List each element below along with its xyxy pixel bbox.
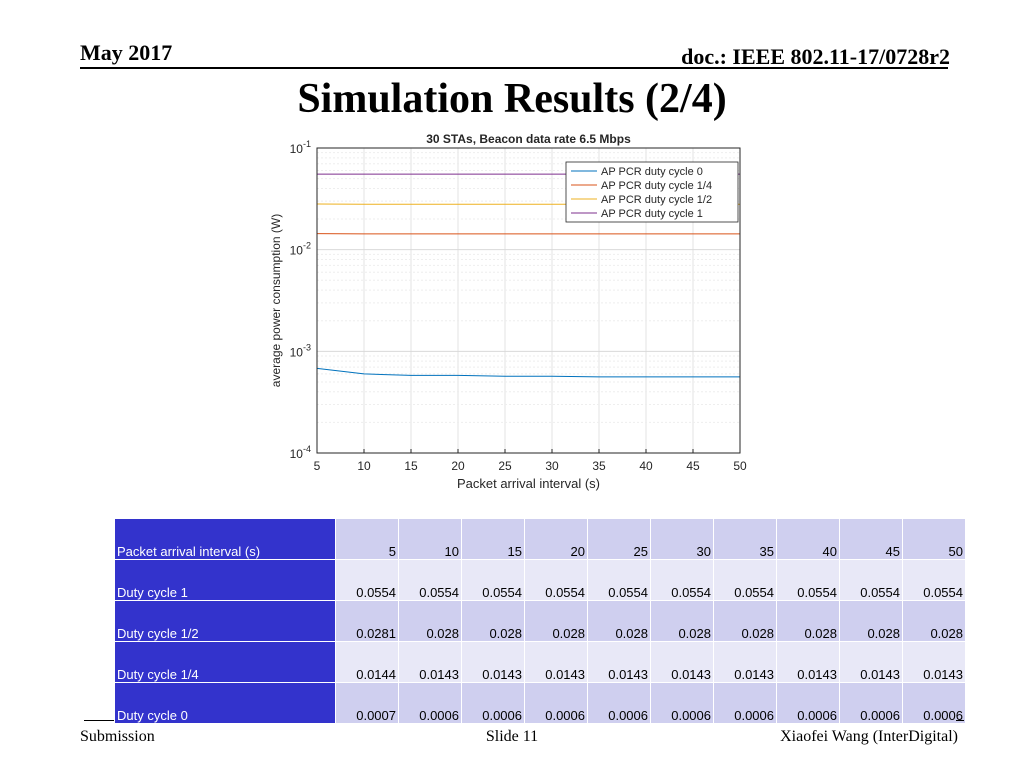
x-tick-label: 45 (686, 459, 700, 473)
table-cell: 0.0554 (776, 559, 840, 601)
table-cell: 0.0143 (713, 641, 777, 683)
legend-box (565, 161, 739, 223)
table-cell: 0.0554 (650, 559, 714, 601)
table-cell: 20 (524, 518, 588, 560)
table-cell: 0.0007 (335, 682, 399, 724)
table-cell: 0.028 (713, 600, 777, 642)
legend-label-0: AP PCR duty cycle 0 (601, 166, 703, 178)
row-header: Duty cycle 1 (114, 559, 336, 601)
table-cell: 0.0006 (587, 682, 651, 724)
table-cell: 0.0006 (461, 682, 525, 724)
table-cell: 0.0554 (398, 559, 462, 601)
table-row: Duty cycle 1/2 0.0281 0.028 0.028 0.028 0.028… (114, 600, 966, 642)
footer-rule-left (84, 720, 114, 721)
row-header: Duty cycle 1/2 (114, 600, 336, 642)
table-cell: 0.0143 (650, 641, 714, 683)
table-cell: 0.028 (776, 600, 840, 642)
table-cell: 40 (776, 518, 840, 560)
slide-title: Simulation Results (2/4) (297, 76, 727, 122)
table-cell: 0.0006 (776, 682, 840, 724)
table-cell: 5 (335, 518, 399, 560)
table-cell: 0.0006 (902, 682, 966, 724)
y-tick-label: 10-1 (290, 139, 311, 156)
table-row: Duty cycle 1/4 0.0144 0.0143 0.0143 0.0143 0.… (114, 641, 966, 683)
table-cell: 0.028 (461, 600, 525, 642)
table-cell: 45 (839, 518, 903, 560)
table-cell: 50 (902, 518, 966, 560)
table-cell: 0.028 (902, 600, 966, 642)
table-cell: 0.0281 (335, 600, 399, 642)
table-cell: 0.0006 (839, 682, 903, 724)
table-cell: 0.0554 (713, 559, 777, 601)
table-row: Duty cycle 0 0.0007 0.0006 0.0006 0.0006 0.00… (114, 682, 966, 724)
series-line-0 (316, 367, 740, 378)
axes-box (316, 147, 741, 454)
table-cell: 0.0006 (650, 682, 714, 724)
y-tick-label: 10-3 (290, 342, 311, 359)
table-cell: 0.0554 (335, 559, 399, 601)
table-cell: 0.0554 (524, 559, 588, 601)
y-tick-label: 10-4 (290, 444, 311, 461)
table-cell: 0.0144 (335, 641, 399, 683)
x-tick-label: 10 (357, 459, 371, 473)
x-tick-label: 40 (639, 459, 653, 473)
footer-slide-number: Slide 11 (485, 728, 539, 745)
power-consumption-chart: 5 10 15 20 25 30 35 40 45 50 10-4 10-3 10-2 10-1 30 ST… (269, 132, 747, 491)
results-table: Packet arrival interval (s) 5 10 15 20 25 30 35… (114, 518, 966, 724)
table-cell: 0.0006 (524, 682, 588, 724)
table-row: Packet arrival interval (s) 5 10 15 20 25 30 35… (114, 518, 966, 560)
row-header: Duty cycle 0 (114, 682, 336, 724)
table-cell: 10 (398, 518, 462, 560)
table-cell: 0.0143 (839, 641, 903, 683)
header-doc-id: doc.: IEEE 802.11-17/0728r2 (681, 44, 950, 69)
table-cell: 0.028 (650, 600, 714, 642)
table-cell: 0.0554 (902, 559, 966, 601)
table-cell: 0.0554 (461, 559, 525, 601)
table-cell: 0.028 (524, 600, 588, 642)
table-cell: 0.0006 (713, 682, 777, 724)
x-tick-label: 5 (314, 459, 321, 473)
footer-rule-right (956, 720, 964, 721)
table-cell: 0.028 (839, 600, 903, 642)
table-cell: 15 (461, 518, 525, 560)
footer-submission: Submission (80, 728, 155, 745)
legend: AP PCR duty cycle 0 AP PCR duty cycle 1/4… (565, 161, 739, 223)
x-tick-label: 30 (545, 459, 559, 473)
x-tick-label: 20 (451, 459, 465, 473)
table-cell: 0.028 (587, 600, 651, 642)
table-cell: 0.0554 (839, 559, 903, 601)
table-cell: 0.0143 (461, 641, 525, 683)
header-rule (80, 67, 948, 69)
row-header: Duty cycle 1/4 (114, 641, 336, 683)
table-cell: 0.0143 (776, 641, 840, 683)
y-axis-label: average power consumption (W) (269, 214, 283, 387)
table-cell: 0.0143 (398, 641, 462, 683)
x-tick-label: 50 (733, 459, 747, 473)
y-tick-label: 10-2 (290, 241, 311, 258)
x-tick-label: 25 (498, 459, 512, 473)
chart-title: 30 STAs, Beacon data rate 6.5 Mbps (426, 132, 631, 146)
table-cell: 30 (650, 518, 714, 560)
table-cell: 0.0554 (587, 559, 651, 601)
row-header: Packet arrival interval (s) (114, 518, 336, 560)
header-date: May 2017 (80, 40, 173, 65)
table-row: Duty cycle 1 0.0554 0.0554 0.0554 0.0554 0.05… (114, 559, 966, 601)
table-cell: 0.0143 (902, 641, 966, 683)
footer-author: Xiaofei Wang (InterDigital) (780, 728, 958, 745)
x-tick-label: 35 (592, 459, 606, 473)
x-tick-label: 15 (404, 459, 418, 473)
table-cell: 0.0143 (587, 641, 651, 683)
legend-label-1: AP PCR duty cycle 1/4 (601, 180, 712, 192)
table-cell: 25 (587, 518, 651, 560)
table-cell: 0.0006 (398, 682, 462, 724)
table-cell: 35 (713, 518, 777, 560)
table-cell: 0.028 (398, 600, 462, 642)
x-axis-label: Packet arrival interval (s) (457, 476, 600, 491)
legend-label-3: AP PCR duty cycle 1 (601, 208, 703, 220)
table-cell: 0.0143 (524, 641, 588, 683)
legend-label-2: AP PCR duty cycle 1/2 (601, 194, 712, 206)
